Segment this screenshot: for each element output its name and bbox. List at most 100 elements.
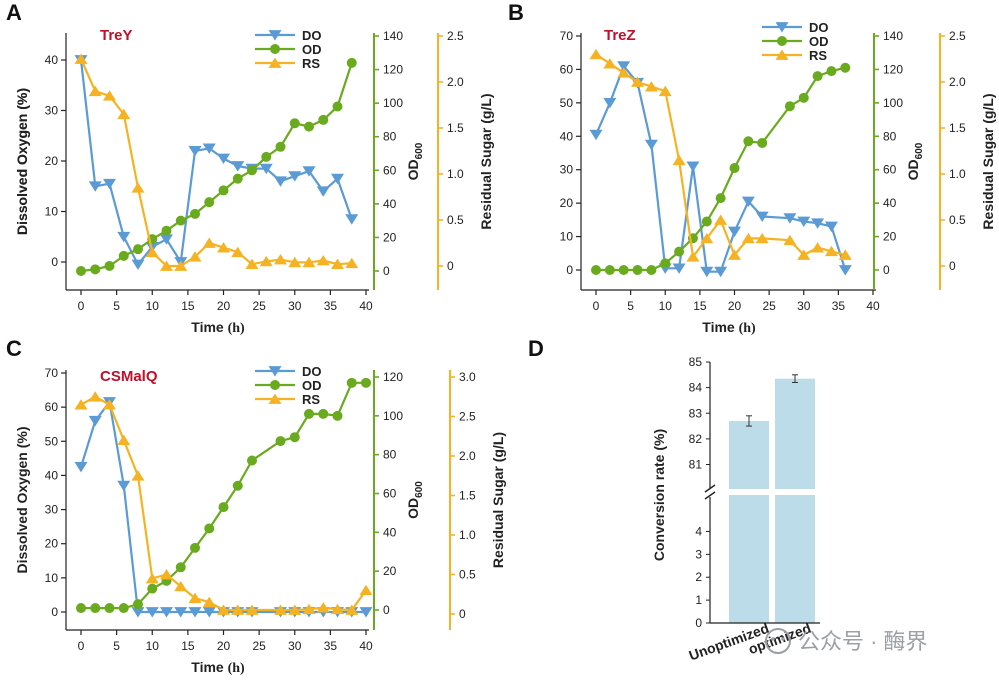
charta-legend-do-label: DO — [302, 28, 322, 43]
chartb-x-tick-label: 15 — [693, 299, 707, 313]
chartb-rs-point — [728, 249, 741, 260]
chartd-break-mark — [704, 491, 716, 500]
chartd-axis-break-gap — [706, 489, 824, 495]
chartb-od-point — [646, 265, 657, 275]
chartc-od-axis-label-text: OD — [405, 498, 421, 519]
chartb-od-point — [757, 137, 768, 148]
charta-rs-point — [160, 260, 173, 271]
panel-letter-d: D — [528, 336, 544, 361]
charta-od-point — [118, 250, 129, 261]
chartc-legend-rs-label: RS — [302, 392, 320, 407]
chartb-od-tick-label: 40 — [883, 196, 897, 210]
chartb-do-point — [783, 213, 797, 224]
chartb-do-point — [617, 61, 631, 72]
chartc-od-point — [275, 436, 286, 447]
charta-do-point — [188, 146, 202, 157]
charta-rs-point — [145, 246, 159, 258]
chartc-od-tick-label: 0 — [383, 603, 390, 617]
chartc-legend-do-label: DO — [302, 364, 322, 379]
charta-rs-point — [259, 255, 273, 267]
panel-letter-a: A — [6, 0, 22, 25]
charta-od-point — [346, 57, 357, 68]
chartc-x-tick-label: 40 — [359, 639, 373, 653]
chartb-od-point — [784, 101, 795, 112]
chartc-od-tick-label: 100 — [383, 409, 403, 423]
chartb-x-tick-label: 25 — [762, 299, 776, 313]
charta-od-axis-label-sub: 600 — [414, 142, 425, 159]
chartc-rs-tick-label: 2.0 — [459, 449, 476, 463]
chartb-rs-tick-label: 1.0 — [949, 167, 966, 181]
chartc-rs-point — [74, 399, 88, 410]
chartc-do-point — [160, 607, 173, 618]
chartc-x-tick-label: 10 — [146, 639, 160, 653]
panel-letter-b: B — [508, 0, 524, 25]
chartb-do-point — [686, 161, 700, 172]
chartc-x-axis-label: Time (h) — [191, 659, 245, 676]
chartc-od-point — [304, 408, 314, 419]
charta-do-point — [217, 153, 230, 164]
chartb-od-tick-label: 20 — [883, 230, 897, 244]
chartc-do-point — [131, 607, 145, 618]
chartb-do-point — [700, 266, 714, 278]
chartb-do-point — [755, 211, 769, 223]
chartb-od-tick-label: 120 — [883, 62, 903, 76]
chartb-od-point — [840, 62, 851, 73]
chartc-od-tick-label: 40 — [383, 525, 397, 539]
charta-od-point — [275, 141, 286, 152]
chartb-od-point — [632, 265, 643, 275]
chartb-x-axis-label-text: Time — [702, 319, 738, 335]
charta-rs-point — [103, 90, 116, 101]
chartb-od-point — [826, 66, 837, 77]
charta-legend-do-marker — [268, 30, 282, 41]
charta-do-point — [231, 161, 245, 172]
chartd-y-tick-label: 81 — [689, 458, 703, 472]
chartd-y-tick-label: 2 — [695, 570, 702, 584]
chartc-left-tick-label: 10 — [45, 571, 59, 585]
chartc-legend-do-marker — [268, 366, 282, 377]
chartb-od-point — [591, 265, 601, 275]
chartc-od-point — [118, 603, 129, 614]
charta-rs-point — [302, 256, 316, 268]
chartc-left-tick-label: 60 — [45, 400, 59, 414]
charta-rs-point — [245, 258, 259, 270]
chartc-x-tick-label: 20 — [217, 639, 231, 653]
chartb-left-tick-label: 60 — [560, 62, 574, 76]
chartc-title: CSMalQ — [100, 368, 158, 385]
charta-rs-tick-label: 1.5 — [447, 121, 464, 135]
chartb-do-point — [838, 265, 852, 276]
chartb-left-tick-label: 20 — [560, 196, 574, 210]
chartc-legend-rs-marker — [268, 393, 282, 404]
charta-legend-od-label: OD — [302, 42, 322, 57]
chartb-legend-od-label: OD — [809, 34, 829, 49]
chartc-x-axis-label-unit: (h) — [228, 661, 245, 676]
chartb-do-point — [811, 218, 825, 229]
chartc-rs-point — [231, 604, 245, 615]
charta-od-point — [175, 215, 186, 226]
charta-legend-rs-marker — [268, 57, 282, 68]
chartb-rs-point — [755, 232, 769, 244]
charta-rs-point — [345, 257, 359, 269]
chartc-od-tick-label: 80 — [383, 448, 397, 462]
chartc-do-point — [74, 462, 88, 473]
chartc-x-tick-label: 15 — [181, 639, 195, 653]
chartc-rs-point — [188, 592, 202, 604]
chartc-rs-point — [245, 604, 259, 615]
charta-do-point — [331, 173, 344, 185]
chartb-do-point — [589, 129, 603, 141]
chartc-rs-tick-label: 1.0 — [459, 528, 476, 542]
chartb-rs-axis-label: Residual Sugar (g/L) — [980, 93, 996, 229]
chartc-rs-point — [288, 604, 302, 615]
charta-rs-tick-label: 0.5 — [447, 213, 464, 227]
chartb-od-point — [729, 163, 740, 174]
chartb-rs-point — [783, 234, 797, 246]
chartc-legend-od-marker — [270, 380, 280, 390]
charta-x-tick-label: 10 — [146, 299, 160, 313]
charta-rs-point — [316, 254, 330, 266]
chartc-od-point — [133, 599, 143, 610]
chartd-y-tick-label: 0 — [695, 616, 702, 630]
chartb-od-point — [701, 216, 712, 227]
charta-do-point — [202, 143, 216, 154]
charta-od-point — [261, 151, 272, 162]
chartc-od-point — [346, 377, 357, 388]
charta-rs-tick-label: 0 — [447, 259, 454, 273]
